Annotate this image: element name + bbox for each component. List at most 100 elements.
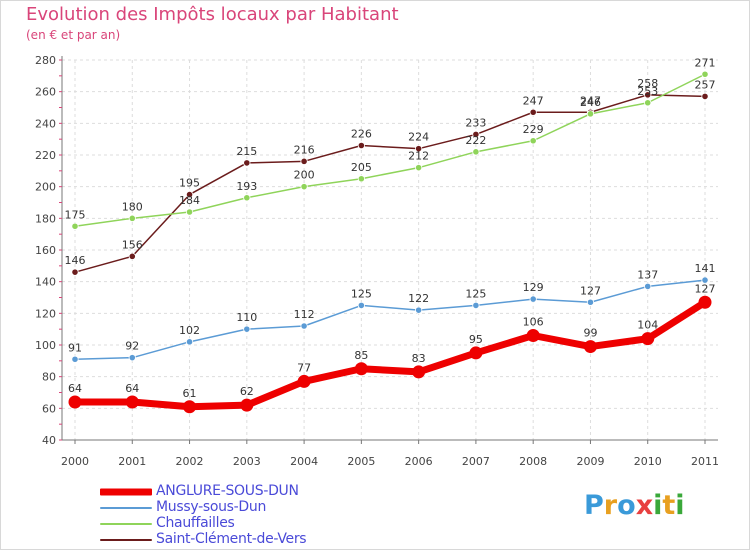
x-tick-label: 2006 [405,455,433,468]
data-label: 141 [695,262,716,275]
data-point [644,282,652,291]
data-label: 258 [637,77,658,90]
data-label: 61 [183,387,197,400]
series-line [74,73,706,227]
data-label: 99 [583,327,597,340]
logo-letter: i [675,490,685,521]
x-tick-label: 2009 [576,455,604,468]
chart-subtitle: (en € et par an) [26,28,121,42]
data-label: 247 [580,94,601,107]
data-point [529,137,537,145]
x-tick-label: 2008 [519,455,547,468]
data-label: 125 [465,287,486,300]
data-point [586,298,595,306]
y-tick-label: 40 [42,434,56,447]
legend-label: ANGLURE-SOUS-DUN [156,483,299,499]
y-tick-label: 160 [35,244,56,257]
legend: ANGLURE-SOUS-DUN Mussy-sous-Dun Chauffai… [100,483,380,548]
data-label: 205 [351,161,372,174]
x-tick-label: 2011 [691,455,719,468]
data-point [472,130,480,139]
data-label: 125 [351,287,372,300]
series-line [74,94,706,273]
y-tick-label: 200 [35,181,56,194]
chart-title: Evolution des Impôts locaux par Habitant [26,4,399,25]
data-label: 212 [408,150,429,163]
data-label: 253 [637,85,658,98]
data-label: 226 [351,128,372,141]
data-label: 146 [65,254,86,267]
data-label: 271 [695,56,716,69]
x-tick-label: 2000 [61,455,89,468]
data-point [128,214,136,222]
data-label: 104 [637,319,658,332]
data-label: 175 [65,208,86,221]
y-tick-label: 240 [35,117,56,130]
y-tick-label: 220 [35,149,56,162]
data-label: 216 [294,143,315,156]
data-point [128,252,136,260]
y-tick-label: 280 [35,54,56,67]
data-point [469,346,483,360]
data-point [300,157,308,165]
legend-swatch [100,539,152,541]
data-point [300,322,308,330]
y-tick-label: 120 [35,307,56,320]
series-line [71,298,709,411]
data-point [412,365,426,379]
y-tick-label: 260 [35,86,56,99]
data-label: 257 [695,78,716,91]
data-point [68,395,82,409]
data-point [297,374,311,388]
x-tick-label: 2010 [634,455,662,468]
legend-swatch [100,488,152,496]
data-point [128,354,136,362]
legend-item: Mussy-sous-Dun [100,499,380,516]
x-tick-label: 2003 [233,455,261,468]
data-point [71,222,79,230]
data-label: 127 [695,282,716,295]
data-label: 215 [236,145,257,158]
data-label: 247 [523,94,544,107]
data-label: 184 [179,194,200,207]
data-point [698,295,712,309]
data-point [583,340,597,354]
data-point [71,268,79,276]
logo-letter: r [603,490,618,521]
data-point [701,276,709,284]
legend-swatch [100,507,152,509]
series-line [74,279,706,360]
data-point [641,332,655,346]
data-point [243,325,251,333]
logo-letter: P [584,490,604,521]
x-tick-label: 2002 [176,455,204,468]
logo-letter: x [635,490,654,521]
data-point [243,159,251,167]
data-point [644,99,652,107]
x-tick-label: 2007 [462,455,490,468]
data-point [71,355,79,363]
data-point [185,338,194,346]
data-point [243,194,251,202]
legend-item: Chauffailles [100,515,380,532]
data-point [415,145,423,153]
legend-item: Saint-Clément-de-Vers [100,531,380,548]
data-label: 64 [125,382,139,395]
data-label: 200 [294,169,315,182]
data-point [472,148,480,156]
data-label: 122 [408,292,429,305]
data-label: 64 [68,382,82,395]
data-point [415,306,423,314]
x-tick-label: 2004 [290,455,318,468]
logo-letter: i [653,490,663,521]
data-label: 92 [125,340,139,353]
data-label: 77 [297,361,311,374]
legend-label: Chauffailles [156,515,235,531]
data-point [357,175,365,183]
data-point [300,183,308,191]
logo-letter: o [617,490,636,521]
data-point [357,301,365,310]
data-label: 224 [408,131,429,144]
proxiti-logo: Proxiti [584,490,685,521]
